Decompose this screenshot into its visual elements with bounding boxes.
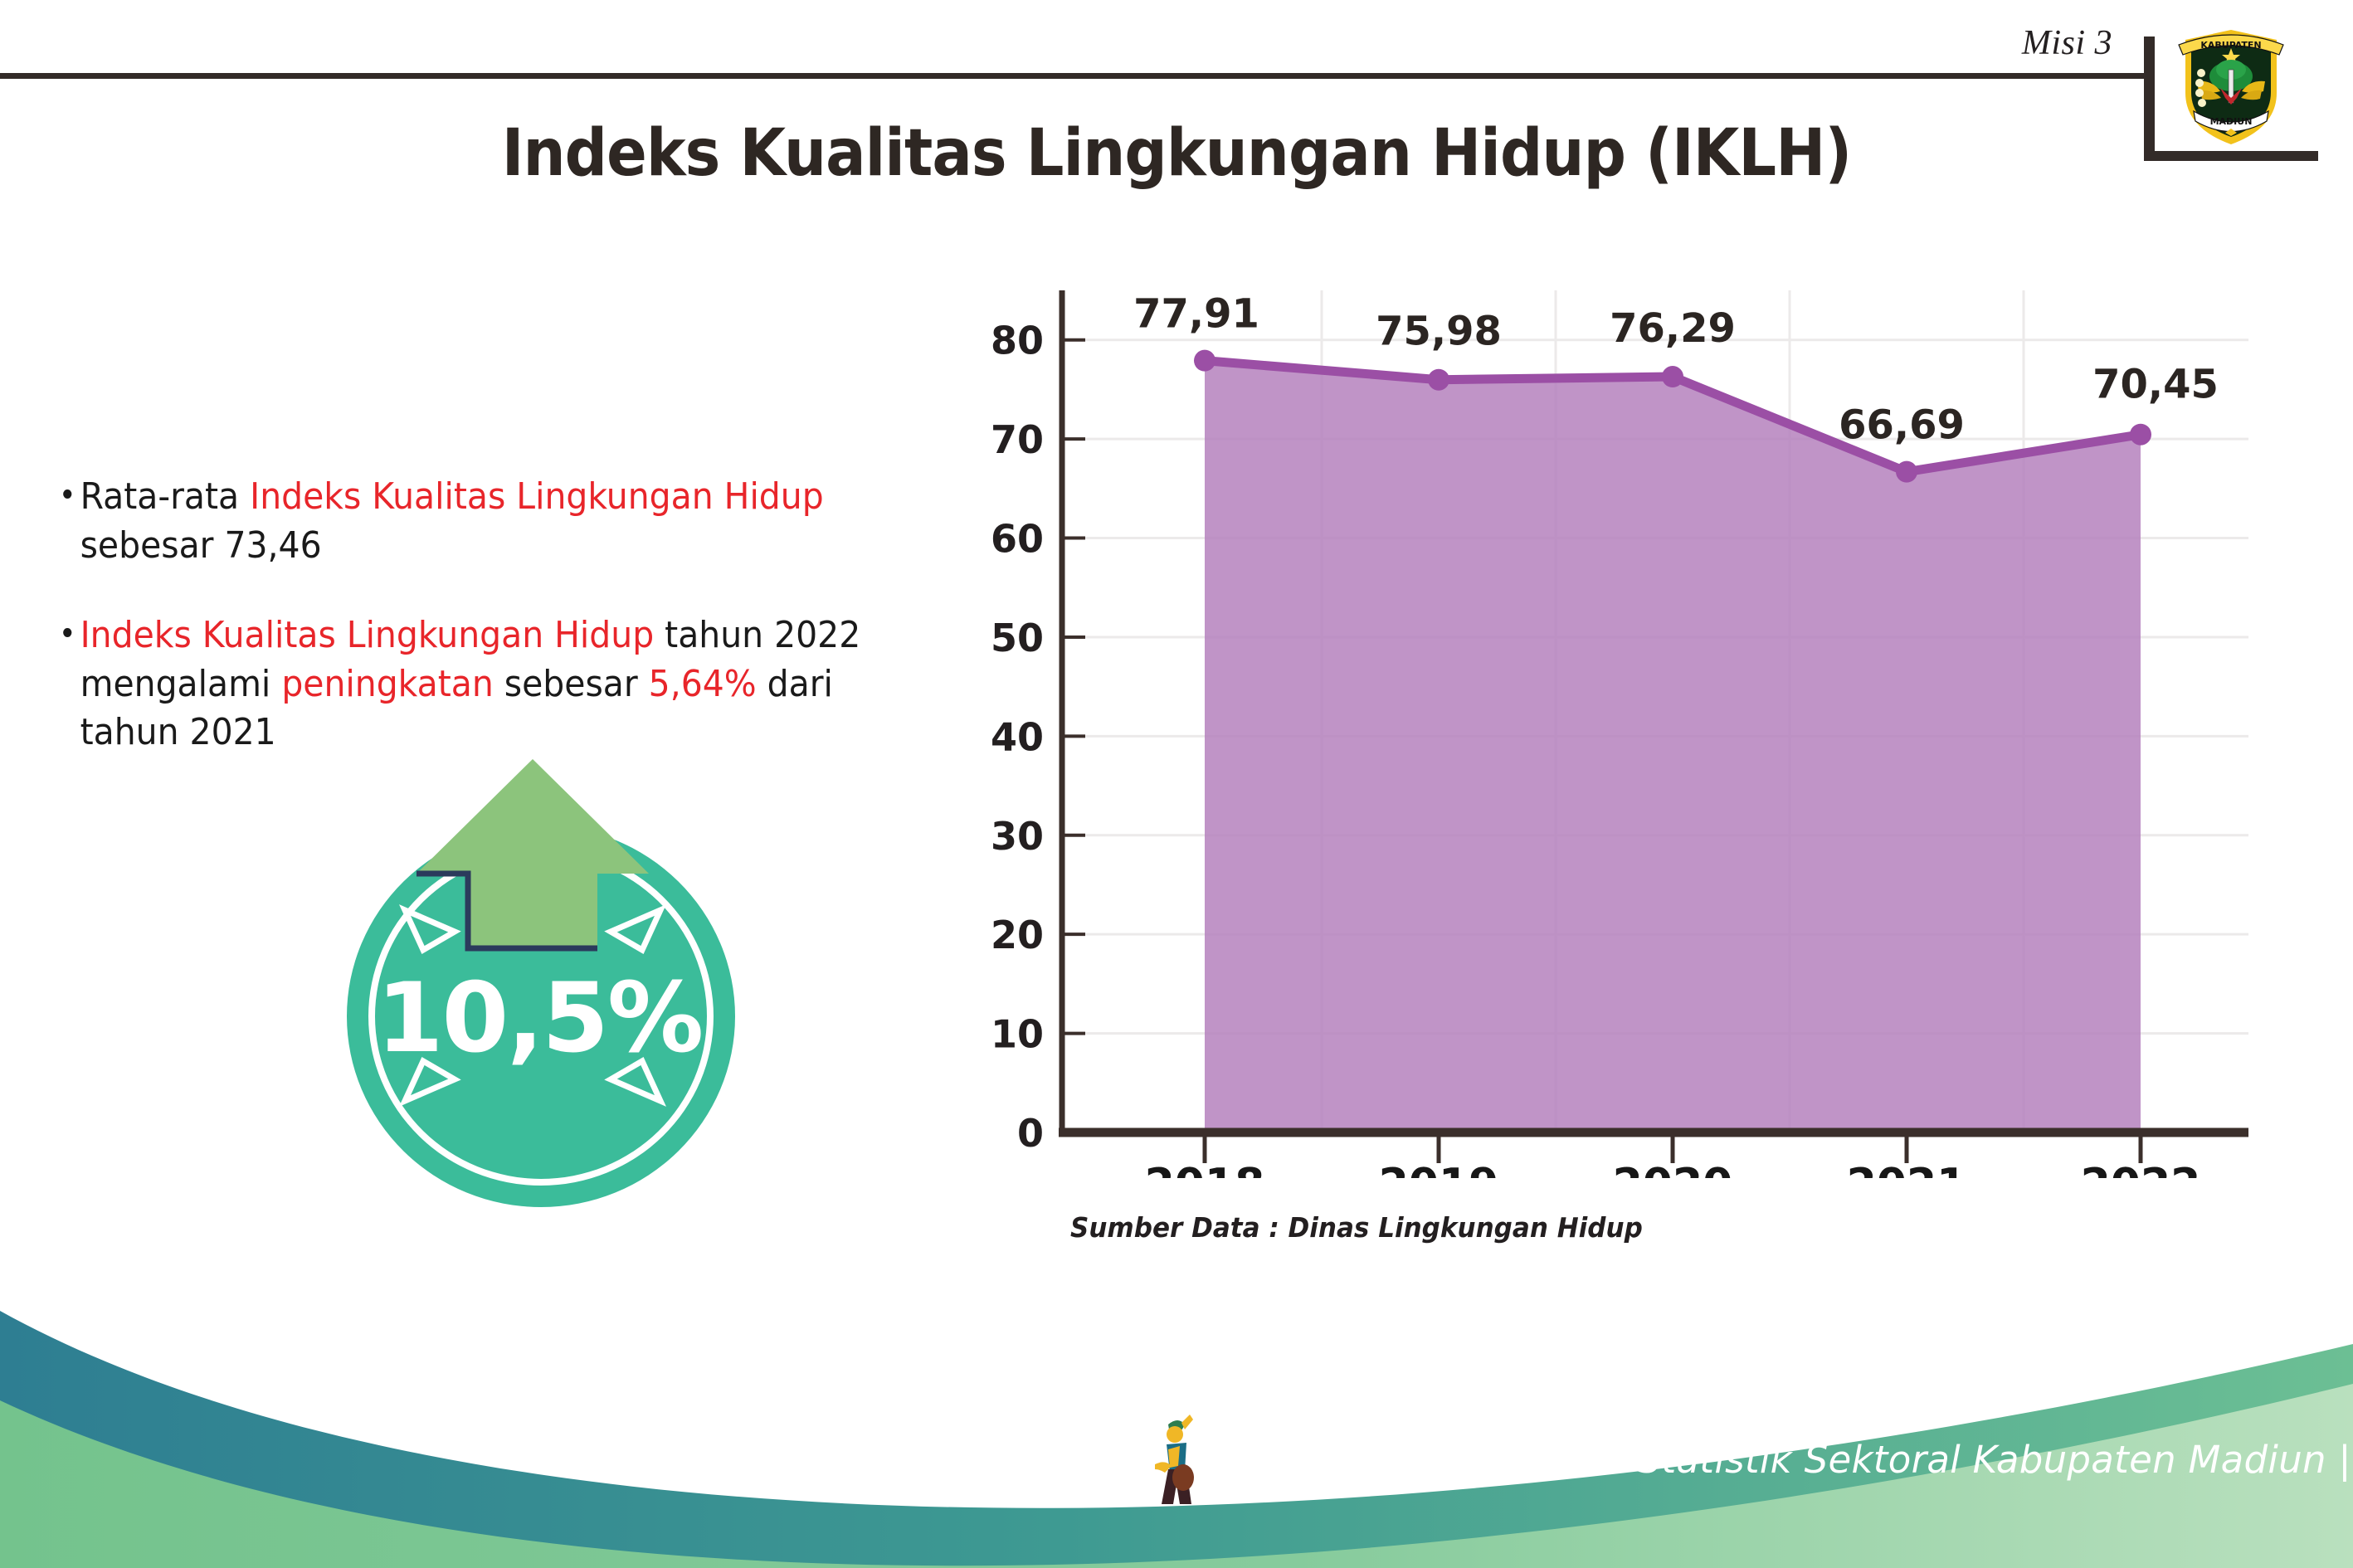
triangle-mark-bottom-left [399, 1057, 461, 1107]
y-axis-tick-marks [1062, 338, 1085, 1035]
svg-text:75,98: 75,98 [1376, 309, 1502, 355]
svg-text:80: 80 [991, 319, 1044, 363]
summary-bullet-list: Rata-rata Indeks Kualitas Lingkungan Hid… [63, 473, 986, 799]
svg-text:70,45: 70,45 [2092, 362, 2219, 408]
svg-text:66,69: 66,69 [1839, 402, 1965, 449]
triangle-mark-top-left [399, 904, 461, 954]
bullet-dot-icon [63, 628, 72, 638]
badge-decoration-group [399, 759, 666, 1107]
x-axis-tick-labels: 2018 2019 2020 2021 2022 [1145, 1160, 2201, 1178]
svg-text:MADIUN: MADIUN [2210, 116, 2253, 127]
x-axis-tick-marks [1202, 1137, 2143, 1163]
bullet-text-2: Indeks Kualitas Lingkungan Hidup tahun 2… [65, 611, 921, 757]
svg-text:2019: 2019 [1379, 1160, 1499, 1178]
plain-text: Rata-rata [80, 475, 251, 518]
svg-text:2018: 2018 [1145, 1160, 1265, 1178]
svg-text:70: 70 [991, 417, 1044, 462]
svg-text:40: 40 [991, 714, 1044, 759]
list-item: Rata-rata Indeks Kualitas Lingkungan Hid… [63, 473, 921, 570]
plain-text: dari tahun 2021 [80, 662, 833, 754]
plain-text: sebesar [493, 662, 649, 705]
footer-wave-band [0, 1294, 2353, 1568]
up-arrow-icon [417, 759, 649, 948]
badge-percent-value: 10,5% [376, 962, 704, 1074]
data-value-labels: 77,91 75,98 76,29 66,69 70,45 [1133, 291, 2219, 449]
footer-wave-svg [0, 1311, 2353, 1568]
triangle-mark-top-right [604, 904, 666, 954]
svg-text:20: 20 [991, 913, 1044, 957]
y-axis-tick-labels: 0 10 20 30 40 50 60 70 80 [991, 319, 1044, 1156]
footer-wave-bottom [0, 1384, 2353, 1568]
misi-label: Misi 3 [2021, 24, 2112, 62]
chart-svg: 0 10 20 30 40 50 60 70 80 2018 2019 2020 2021 2022 7… [991, 290, 2248, 1178]
bracket-vertical-bar [2144, 37, 2155, 161]
svg-text:0: 0 [1017, 1111, 1044, 1156]
header-divider-rule [0, 73, 2144, 79]
up-arrow-outline [417, 870, 597, 952]
svg-text:2022: 2022 [2081, 1160, 2201, 1178]
plain-text: sebesar 73,46 [80, 523, 322, 567]
list-item: Indeks Kualitas Lingkungan Hidup tahun 2… [63, 611, 921, 757]
iklh-area-chart: 0 10 20 30 40 50 60 70 80 2018 2019 2020 2021 2022 7… [979, 274, 2273, 1178]
increase-badge: 10,5% [332, 751, 747, 1215]
kabupaten-madiun-logo-icon: KABUPATEN MADIUN [2178, 30, 2284, 144]
highlight-text: peningkatan [281, 662, 494, 705]
svg-text:77,91: 77,91 [1133, 291, 1259, 338]
logo-bracket-frame: KABUPATEN MADIUN [2144, 30, 2351, 161]
highlight-text: Indeks Kualitas Lingkungan Hidup [250, 475, 824, 518]
svg-text:KABUPATEN: KABUPATEN [2200, 40, 2261, 51]
chart-source-note: Sumber Data : Dinas Lingkungan Hidup [1070, 1211, 1643, 1244]
bullet-dot-icon [63, 489, 72, 499]
footer-caption: Media Infografis Data Statistik Sektoral… [1220, 1438, 2351, 1482]
page-title: Indeks Kualitas Lingkungan Hidup (IKLH) [501, 116, 1852, 191]
highlight-text: 5,64% [648, 662, 757, 705]
svg-text:50: 50 [991, 616, 1044, 660]
data-point-markers [1194, 349, 2151, 483]
svg-text:60: 60 [991, 517, 1044, 562]
svg-text:76,29: 76,29 [1610, 305, 1736, 352]
svg-text:2020: 2020 [1613, 1160, 1733, 1178]
svg-text:10: 10 [991, 1012, 1044, 1057]
statistics-figure-icon [1155, 1415, 1194, 1504]
triangle-mark-bottom-right [604, 1057, 666, 1107]
area-series [1205, 360, 2141, 1132]
bullet-text-1: Rata-rata Indeks Kualitas Lingkungan Hid… [65, 473, 921, 570]
bracket-horizontal-bar [2144, 151, 2318, 161]
highlight-text: Indeks Kualitas Lingkungan Hidup [80, 614, 655, 657]
plain-text: tahun 2022 mengalami [80, 614, 861, 705]
svg-text:30: 30 [991, 814, 1044, 859]
svg-text:2021: 2021 [1847, 1160, 1967, 1178]
